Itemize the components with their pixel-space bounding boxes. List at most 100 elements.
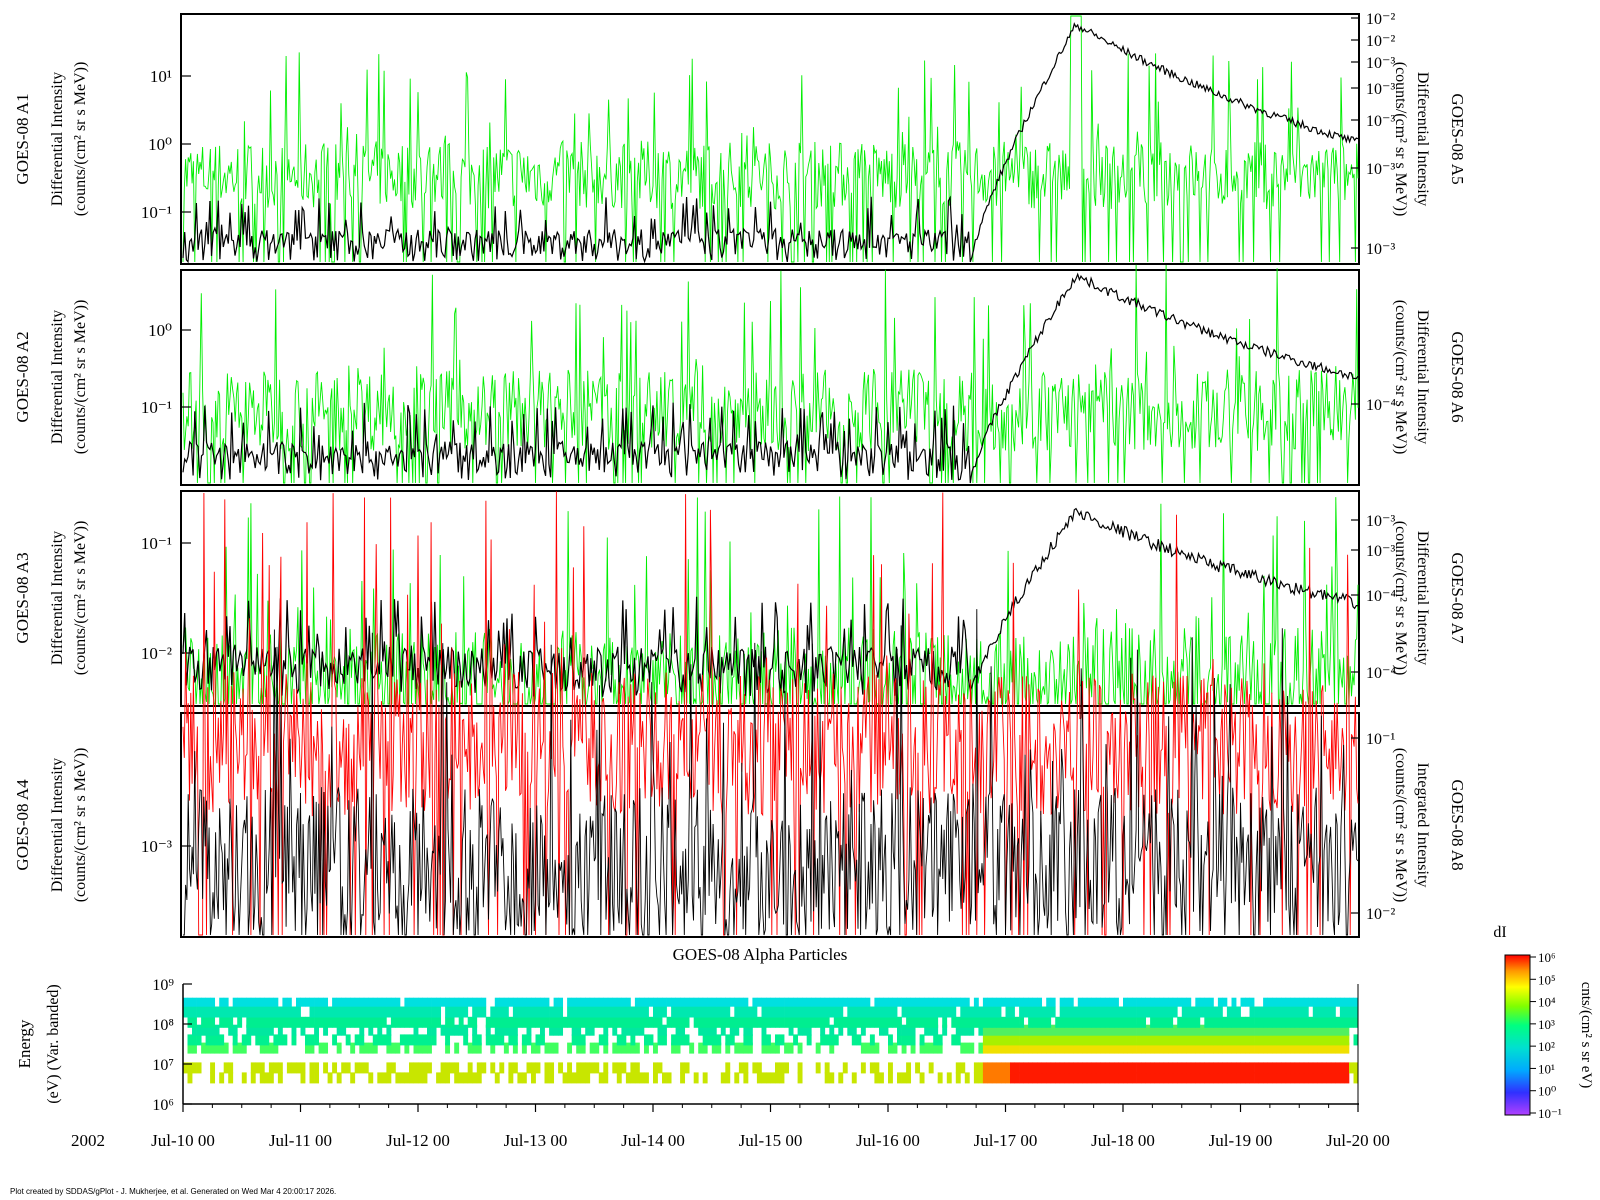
spectrogram-cell <box>892 1042 898 1054</box>
spectrogram-cell <box>820 1034 826 1046</box>
spectrogram-cell <box>300 1024 306 1036</box>
spectrogram-cell <box>756 997 762 1007</box>
spectrogram-cell <box>1236 1006 1241 1018</box>
spectrogram-cell <box>824 1062 830 1074</box>
spectrogram-cell <box>1127 1072 1133 1084</box>
spectrogram-cell <box>662 1034 667 1046</box>
spectrogram-cell <box>404 1042 410 1054</box>
panel-a4-right-label-3: (counts/(cm² sr s MeV)) <box>1392 748 1409 903</box>
spectrogram-cell <box>594 997 600 1007</box>
spectrogram-cell <box>612 1016 618 1028</box>
spectrogram-cell <box>1290 1006 1296 1018</box>
left-tick-label: 10¹ <box>150 67 172 86</box>
spectrogram-cell <box>589 1016 595 1028</box>
spectrogram-cell <box>1059 997 1065 1007</box>
spectrogram-cell <box>1344 1034 1350 1046</box>
spectrogram-cell <box>1294 1016 1300 1028</box>
spectrogram-cell <box>232 1042 238 1054</box>
spectrogram-cell <box>761 1016 767 1028</box>
x-tick-label: Jul-17 00 <box>974 1131 1038 1150</box>
panel-a2-frame <box>180 269 1360 486</box>
spectrogram-cell <box>806 1034 812 1046</box>
colorbar-gradient <box>1504 954 1531 1116</box>
spectrogram-cell <box>1335 1016 1341 1028</box>
spectrogram-tick-label: 10⁸ <box>152 1017 174 1034</box>
spectrogram-cell <box>296 1062 301 1074</box>
spectrogram-cell <box>833 1034 839 1046</box>
spectrogram-cell <box>666 1072 672 1084</box>
spectrogram-cell <box>644 1034 649 1046</box>
spectrogram-cell <box>675 1034 681 1046</box>
spectrogram-cell <box>1077 1024 1083 1036</box>
spectrogram-cell <box>1330 1042 1336 1054</box>
spectrogram-cell <box>341 1062 347 1074</box>
spectrogram-cell <box>874 1072 880 1084</box>
spectrogram-cell <box>991 1034 997 1046</box>
spectrogram-cell <box>901 1072 907 1084</box>
spectrogram-cell <box>395 997 401 1007</box>
spectrogram-cell <box>567 1072 573 1084</box>
spectrogram-cell <box>928 1016 934 1028</box>
spectrogram-cell <box>1091 1016 1097 1028</box>
spectrogram-cell <box>1154 1006 1160 1018</box>
spectrogram-cell <box>1086 1006 1092 1018</box>
spectrogram-cell <box>1204 1042 1210 1054</box>
spectrogram-cell <box>277 1006 283 1018</box>
spectrogram-cell <box>1263 1024 1269 1036</box>
right-tick-label: 10⁻³ <box>1366 161 1395 178</box>
spectrogram-cell <box>797 1062 803 1074</box>
spectrogram-cell <box>1199 1072 1205 1084</box>
spectrogram-cell <box>1019 1034 1025 1046</box>
spectrogram-cell <box>205 1042 211 1054</box>
spectrogram-cell <box>1177 1016 1183 1028</box>
spectrogram-cell <box>634 1006 640 1018</box>
spectrogram-cell <box>639 1006 645 1018</box>
spectrogram-cell <box>223 1062 229 1074</box>
spectrogram-cell <box>404 1016 410 1028</box>
spectrogram-cell <box>553 1042 559 1054</box>
spectrogram-cell <box>1104 997 1110 1007</box>
spectrogram-cell <box>1086 1062 1092 1074</box>
spectrogram-cell <box>924 997 930 1007</box>
spectrogram-cell <box>815 997 821 1007</box>
spectrogram-cell <box>684 1034 690 1046</box>
spectrogram-cell <box>1186 1042 1192 1054</box>
spectrogram-cell <box>996 997 1002 1007</box>
spectrogram-cell <box>851 1034 857 1046</box>
spectrogram-cell <box>860 1042 866 1054</box>
spectrogram-cell <box>1290 1034 1296 1046</box>
spectrogram-cell <box>499 1034 505 1046</box>
spectrogram-cell <box>427 997 432 1007</box>
spectrogram-cell <box>1136 1006 1142 1018</box>
spectrogram-cell <box>662 1024 667 1036</box>
spectrogram-cell <box>766 1006 771 1018</box>
spectrogram-cell <box>576 1024 582 1036</box>
x-tick-label: Jul-18 00 <box>1091 1131 1155 1150</box>
spectrogram-cell <box>833 997 839 1007</box>
spectrogram-cell <box>1208 1024 1214 1036</box>
spectrogram-cell <box>241 1072 247 1084</box>
spectrogram-cell <box>856 1006 862 1018</box>
spectrogram-cell <box>1276 1042 1282 1054</box>
spectrogram-cell <box>350 1042 356 1054</box>
spectrogram-cell <box>445 1042 451 1054</box>
spectrogram-cell <box>1077 1072 1083 1084</box>
spectrogram-cell <box>879 1072 884 1084</box>
spectrogram-cell <box>1172 1062 1178 1074</box>
x-tick-label: Jul-16 00 <box>856 1131 920 1150</box>
spectrogram-cell <box>359 1016 365 1028</box>
spectrogram-cell <box>1272 1062 1278 1074</box>
spectrogram-cell <box>291 1062 297 1074</box>
spectrogram-cell <box>1001 1042 1006 1054</box>
spectrogram-cell <box>1217 1034 1223 1046</box>
colorbar-tick-label: 10³ <box>1538 1017 1555 1032</box>
x-tick-label: Jul-15 00 <box>739 1131 803 1150</box>
panel-a1-right-ticks: 10⁻²10⁻²10⁻³10⁻³10⁻³10⁻³10⁻³ <box>1351 11 1395 258</box>
spectrogram-cell <box>1154 1062 1160 1074</box>
spectrogram-cell <box>490 1016 496 1028</box>
panel-a1-left-label-1: GOES-08 A1 <box>13 93 32 184</box>
spectrogram-cell <box>264 1024 270 1036</box>
spectrogram-cell <box>250 1006 256 1018</box>
